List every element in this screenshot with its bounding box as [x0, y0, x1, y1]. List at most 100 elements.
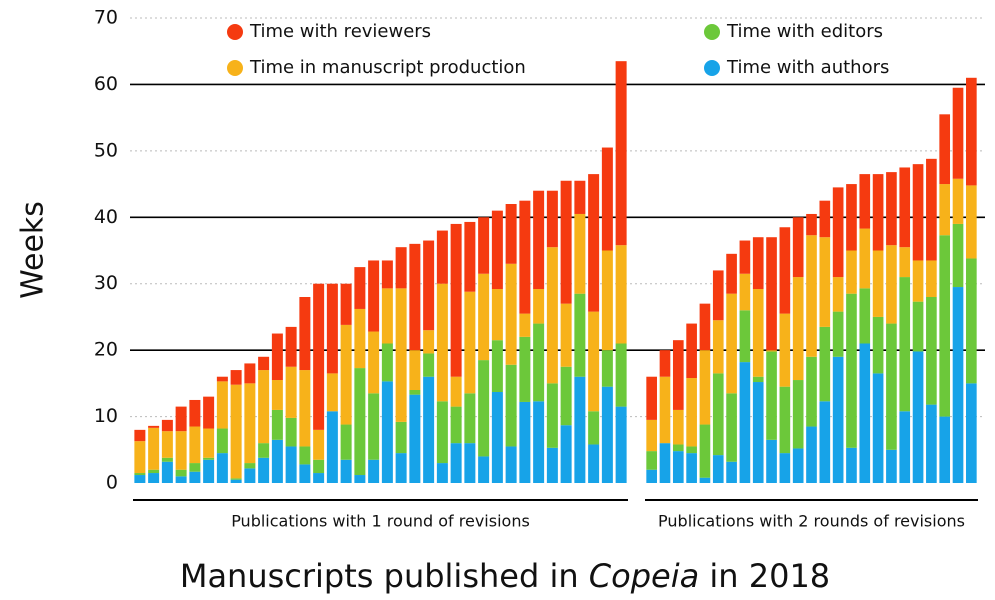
bar-segment [161, 431, 173, 458]
y-tick-label: 60 [94, 73, 118, 95]
bar-segment [230, 478, 242, 480]
bar-segment [189, 463, 201, 472]
bar-segment [285, 446, 297, 483]
bar-segment [659, 350, 671, 377]
bar-segment [381, 381, 393, 483]
bar-segment [846, 447, 857, 483]
y-tick-label: 40 [94, 206, 118, 228]
bar-segment [912, 260, 924, 302]
bar-segment [699, 424, 711, 478]
bar-segment [409, 390, 421, 395]
bar-segment [560, 425, 572, 483]
bar-segment [423, 240, 435, 331]
bar-segment [299, 464, 311, 483]
bar-segment [244, 383, 256, 464]
bar-segment [699, 303, 711, 351]
bar-segment [519, 336, 531, 402]
bar-segment [395, 421, 407, 454]
bar-segment [464, 393, 476, 444]
bar-segment [899, 247, 911, 278]
legend-label: Time with editors [726, 21, 883, 42]
bar-segment [409, 394, 421, 483]
bar-segment [161, 419, 173, 432]
bar-segment [285, 326, 297, 367]
bar-segment [381, 260, 393, 289]
bar-segment [752, 289, 764, 377]
bar-segment [588, 444, 600, 483]
bar-segment [926, 158, 937, 261]
bar-segment [588, 411, 600, 445]
bar-segment [134, 475, 146, 483]
bar-segment [313, 473, 325, 483]
bar-segment [216, 376, 228, 382]
bar-segment [859, 343, 871, 483]
bar-segment [560, 366, 572, 426]
bar-segment [258, 443, 270, 458]
bar-segment [806, 213, 817, 236]
bar-segment [899, 167, 911, 248]
bar-segment [450, 223, 462, 377]
legend-swatch [704, 60, 720, 76]
bar-segment [285, 366, 297, 418]
chart-title: Manuscripts published in Copeia in 2018 [180, 557, 830, 595]
bar-segment [271, 380, 283, 410]
bar-segment [779, 386, 791, 454]
bar-segment [285, 417, 297, 447]
bar-segment [546, 190, 558, 248]
bar-segment [712, 373, 724, 456]
bar-segment [546, 247, 558, 384]
bar-segment [672, 409, 684, 445]
bar-segment [505, 364, 517, 447]
bar-segment [712, 455, 724, 483]
bar-segment [161, 457, 173, 462]
bar-segment [726, 253, 737, 294]
bar-segment [686, 378, 697, 447]
bar-segment [646, 469, 657, 483]
bar-segment [368, 331, 380, 394]
y-tick-label: 50 [94, 139, 118, 161]
bar-segment [533, 289, 545, 324]
bar-segment [672, 444, 684, 452]
bar-segment [340, 459, 352, 483]
bar-segment [491, 340, 503, 392]
bar-segment [752, 237, 764, 290]
y-tick-label: 30 [94, 272, 118, 294]
bar-segment [766, 237, 777, 351]
bar-segment [340, 424, 352, 460]
bar-segment [519, 401, 531, 483]
bar-segment [436, 463, 448, 483]
bar-segment [354, 368, 366, 476]
bar-segment [381, 343, 393, 382]
bar-segment [601, 147, 613, 251]
title-part: Manuscripts published in [180, 557, 589, 595]
title-part: Copeia [589, 557, 699, 595]
bar-segment [546, 383, 558, 448]
bar-segment [161, 461, 173, 483]
bar-segment [752, 382, 764, 483]
bar-segment [313, 283, 325, 430]
bar-segment [148, 473, 160, 483]
bar-segment [966, 258, 977, 384]
bar-segment [806, 426, 817, 483]
bar-segment [244, 463, 256, 469]
bar-segment [766, 350, 777, 352]
bar-segment [203, 396, 215, 429]
bar-segment [899, 411, 911, 483]
legend-label: Time with reviewers [249, 21, 431, 42]
bar-segment [699, 350, 711, 425]
bar-segment [478, 217, 490, 274]
bar-segment [686, 323, 697, 379]
bar-segment [216, 428, 228, 454]
bar-segment [766, 351, 777, 440]
bar-segment [966, 185, 977, 259]
bar-segment [409, 350, 421, 390]
bar-segment [726, 293, 737, 394]
bar-segment [423, 376, 435, 483]
bar-segment [886, 323, 897, 450]
bar-segment [230, 479, 242, 483]
bar-segment [872, 373, 884, 483]
bar-segment [533, 401, 545, 483]
bar-segment [588, 311, 600, 412]
y-tick-label: 70 [94, 7, 118, 29]
